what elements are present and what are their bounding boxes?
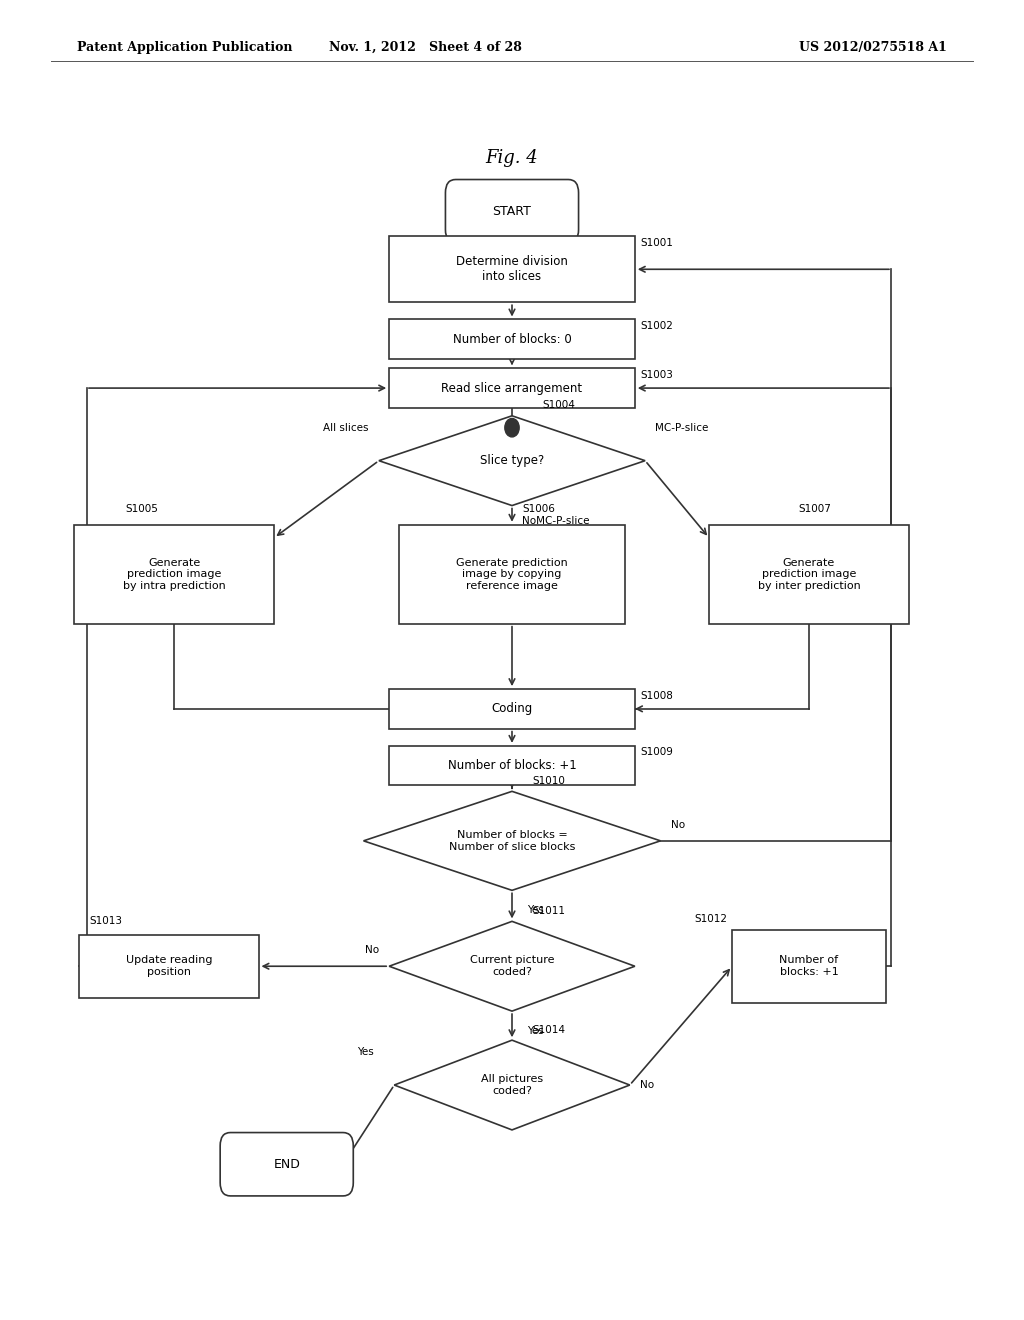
Text: S1006: S1006 bbox=[522, 504, 555, 513]
FancyBboxPatch shape bbox=[389, 368, 635, 408]
Text: Yes: Yes bbox=[357, 1047, 374, 1057]
Text: S1005: S1005 bbox=[126, 504, 159, 513]
Text: Fig. 4: Fig. 4 bbox=[485, 149, 539, 168]
Text: Generate prediction
image by copying
reference image: Generate prediction image by copying ref… bbox=[456, 557, 568, 591]
FancyBboxPatch shape bbox=[445, 180, 579, 243]
Text: Determine division
into slices: Determine division into slices bbox=[456, 255, 568, 284]
Text: No: No bbox=[365, 945, 379, 956]
Text: Number of
blocks: +1: Number of blocks: +1 bbox=[779, 956, 839, 977]
Text: All pictures
coded?: All pictures coded? bbox=[481, 1074, 543, 1096]
Polygon shape bbox=[394, 1040, 630, 1130]
Text: No: No bbox=[671, 820, 685, 830]
Text: Yes: Yes bbox=[527, 1026, 544, 1036]
FancyBboxPatch shape bbox=[220, 1133, 353, 1196]
Text: S1013: S1013 bbox=[90, 916, 123, 927]
Text: Yes: Yes bbox=[527, 906, 544, 915]
Text: S1004: S1004 bbox=[543, 400, 575, 411]
Text: S1001: S1001 bbox=[640, 238, 673, 248]
Text: S1002: S1002 bbox=[640, 321, 673, 331]
FancyBboxPatch shape bbox=[709, 525, 909, 624]
Text: Update reading
position: Update reading position bbox=[126, 956, 212, 977]
Text: S1008: S1008 bbox=[640, 690, 673, 701]
Text: All slices: All slices bbox=[324, 422, 369, 433]
Text: Patent Application Publication: Patent Application Publication bbox=[77, 41, 292, 54]
FancyBboxPatch shape bbox=[389, 689, 635, 729]
Text: Nov. 1, 2012   Sheet 4 of 28: Nov. 1, 2012 Sheet 4 of 28 bbox=[329, 41, 521, 54]
Text: S1012: S1012 bbox=[694, 915, 727, 924]
Text: Number of blocks: +1: Number of blocks: +1 bbox=[447, 759, 577, 772]
FancyBboxPatch shape bbox=[389, 746, 635, 785]
Text: Number of blocks: 0: Number of blocks: 0 bbox=[453, 333, 571, 346]
FancyBboxPatch shape bbox=[732, 929, 886, 1003]
Text: S1007: S1007 bbox=[799, 504, 831, 513]
Text: S1011: S1011 bbox=[532, 906, 565, 916]
Text: S1009: S1009 bbox=[640, 747, 673, 758]
Text: No: No bbox=[640, 1080, 654, 1090]
Text: Coding: Coding bbox=[492, 702, 532, 715]
Text: MC-P-slice: MC-P-slice bbox=[655, 422, 709, 433]
FancyBboxPatch shape bbox=[389, 319, 635, 359]
FancyBboxPatch shape bbox=[389, 236, 635, 302]
Text: NoMC-P-slice: NoMC-P-slice bbox=[522, 516, 590, 527]
FancyBboxPatch shape bbox=[75, 525, 274, 624]
FancyBboxPatch shape bbox=[399, 525, 625, 624]
Text: S1010: S1010 bbox=[532, 776, 565, 785]
Text: US 2012/0275518 A1: US 2012/0275518 A1 bbox=[800, 41, 947, 54]
FancyBboxPatch shape bbox=[80, 935, 258, 998]
Text: S1003: S1003 bbox=[640, 370, 673, 380]
Text: Generate
prediction image
by intra prediction: Generate prediction image by intra predi… bbox=[123, 557, 225, 591]
Text: Slice type?: Slice type? bbox=[480, 454, 544, 467]
Text: Current picture
coded?: Current picture coded? bbox=[470, 956, 554, 977]
Text: Generate
prediction image
by inter prediction: Generate prediction image by inter predi… bbox=[758, 557, 860, 591]
Text: Read slice arrangement: Read slice arrangement bbox=[441, 381, 583, 395]
Polygon shape bbox=[389, 921, 635, 1011]
Text: END: END bbox=[273, 1158, 300, 1171]
Polygon shape bbox=[364, 792, 660, 890]
Text: Number of blocks =
Number of slice blocks: Number of blocks = Number of slice block… bbox=[449, 830, 575, 851]
Circle shape bbox=[505, 418, 519, 437]
Polygon shape bbox=[379, 416, 645, 506]
Text: S1014: S1014 bbox=[532, 1024, 565, 1035]
Text: START: START bbox=[493, 205, 531, 218]
